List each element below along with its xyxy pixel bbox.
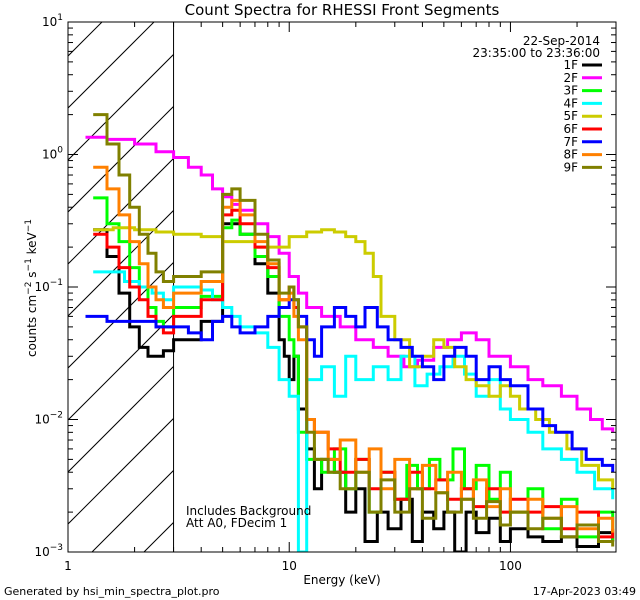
series-9F (93, 113, 615, 547)
legend-label-6F: 6F (563, 122, 578, 136)
hatch-line (68, 365, 174, 473)
legend-label-1F: 1F (563, 58, 578, 72)
series-group (85, 113, 615, 552)
y-tick-label: 10−1 (34, 278, 63, 294)
x-tick-label: 1 (64, 559, 72, 573)
annotation-attenuator: Att A0, FDecim 1 (186, 516, 287, 530)
x-tick-label: 100 (499, 559, 522, 573)
legend-label-5F: 5F (563, 109, 578, 123)
y-tick-label: 101 (42, 13, 63, 29)
time-range-label: 23:35:00 to 23:36:00 (473, 46, 600, 60)
y-tick-label: 10−3 (34, 543, 63, 559)
hatch-line (68, 53, 174, 161)
annotation-background: Includes Background (186, 504, 311, 518)
legend-label-7F: 7F (563, 135, 578, 149)
series-7F (85, 298, 615, 473)
series-8F (93, 165, 615, 533)
date-label: 22-Sep-2014 (523, 34, 600, 48)
legend-label-4F: 4F (563, 96, 578, 110)
hatch-line (68, 417, 174, 525)
footer-timestamp: 17-Apr-2023 03:49 (533, 585, 636, 598)
series-2F (85, 135, 615, 433)
x-tick-label: 10 (282, 559, 297, 573)
hatch-line (68, 22, 103, 57)
legend-label-3F: 3F (563, 84, 578, 98)
legend-label-8F: 8F (563, 148, 578, 162)
y-axis-label: counts cm−2 s−1 keV−1 (24, 219, 39, 357)
legend-label-2F: 2F (563, 71, 578, 85)
chart-title: Count Spectra for RHESSI Front Segments (185, 1, 500, 19)
series-5F (93, 226, 615, 489)
y-tick-label: 10−2 (34, 411, 63, 427)
hatched-region (0, 0, 174, 552)
axis-ticks: 1 10 100 10−3 10−2 10−1 100 101 (34, 13, 617, 573)
hatch-line (0, 0, 28, 552)
x-axis-label: Energy (keV) (303, 573, 380, 587)
legend-label-9F: 9F (563, 160, 578, 174)
hatch-line (68, 105, 174, 213)
footer-generated-by: Generated by hsi_min_spectra_plot.pro (4, 585, 220, 598)
hatch-line (68, 22, 155, 109)
y-tick-label: 100 (42, 146, 63, 162)
series-1F (93, 222, 615, 552)
